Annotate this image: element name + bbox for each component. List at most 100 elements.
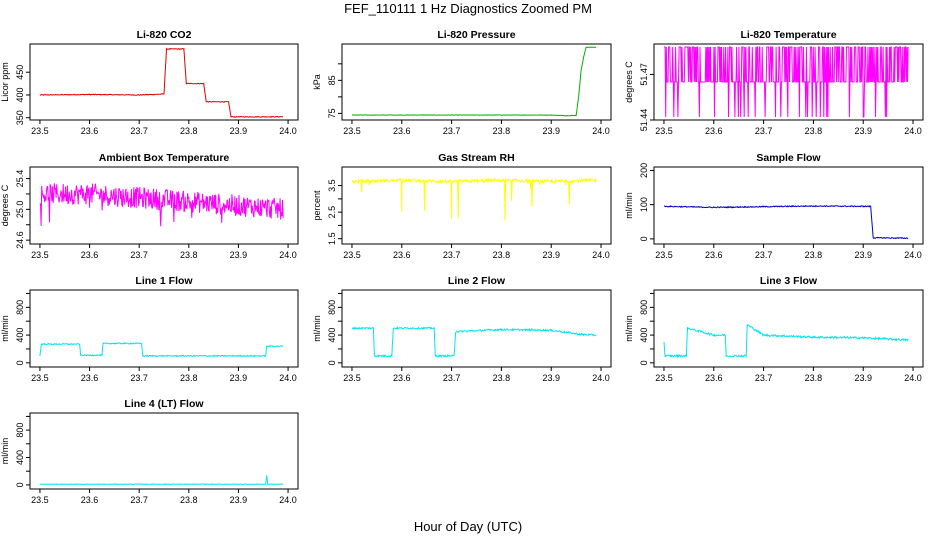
x-tick-label: 23.8 <box>805 373 823 383</box>
x-tick-label: 23.5 <box>31 126 49 136</box>
x-tick-label: 23.8 <box>493 250 511 260</box>
figure-title: FEF_110111 1 Hz Diagnostics Zoomed PM <box>344 1 592 16</box>
y-tick-label: 0 <box>639 236 649 241</box>
series-line <box>351 177 597 221</box>
series-line <box>664 204 909 240</box>
panel-1: Li-820 Pressure kPa 23.5 23.6 23.7 23.8 23.9 24… <box>312 29 612 136</box>
x-tick-label: 23.9 <box>854 126 872 136</box>
x-tick-label: 23.6 <box>81 126 99 136</box>
figure-xlabel: Hour of Day (UTC) <box>414 519 522 534</box>
y-tick-label: 2.5 <box>327 206 337 219</box>
y-tick-label: 450 <box>15 65 25 80</box>
plot-frame <box>653 166 924 245</box>
y-axis-label: ml/min <box>624 192 634 219</box>
series-line <box>39 183 284 227</box>
y-axis-label: degrees C <box>0 184 10 226</box>
x-tick-label: 23.5 <box>31 373 49 383</box>
panel-title: Gas Stream RH <box>438 152 514 164</box>
y-tick-label: 800 <box>15 423 25 438</box>
x-tick-label: 24.0 <box>592 126 610 136</box>
y-tick-label: 0 <box>639 360 649 365</box>
x-tick-label: 23.5 <box>343 373 361 383</box>
x-tick-label: 23.9 <box>230 373 248 383</box>
y-tick-label: 350 <box>15 110 25 125</box>
x-tick-label: 23.6 <box>393 250 411 260</box>
y-axis-label: ml/min <box>0 315 10 342</box>
panel-0: Li-820 CO2 Licor ppm 23.5 23.6 23.7 23.8 23.9 2… <box>0 29 299 136</box>
y-axis-label: kPa <box>312 74 322 90</box>
y-axis-label: Licor ppm <box>0 62 10 102</box>
panel-title: Sample Flow <box>756 152 821 164</box>
x-tick-label: 24.0 <box>279 250 297 260</box>
series-line <box>351 326 597 358</box>
y-tick-label: 3.5 <box>327 179 337 192</box>
y-tick-label: 24.6 <box>15 231 25 249</box>
series-line <box>664 46 909 118</box>
plot-frame <box>29 289 299 368</box>
x-tick-label: 23.5 <box>31 250 49 260</box>
y-axis-label: percent <box>312 190 322 221</box>
x-tick-label: 23.9 <box>542 126 560 136</box>
panel-8: Line 3 Flow ml/min 23.5 23.6 23.7 23.8 23.9 24.… <box>624 275 924 383</box>
y-tick-label: 100 <box>639 197 649 212</box>
x-tick-label: 24.0 <box>279 495 297 505</box>
x-tick-label: 23.5 <box>31 495 49 505</box>
x-tick-label: 23.9 <box>854 373 872 383</box>
y-tick-label: 400 <box>327 328 337 343</box>
x-tick-label: 23.8 <box>180 250 198 260</box>
x-tick-label: 23.6 <box>393 126 411 136</box>
x-tick-label: 24.0 <box>904 373 922 383</box>
plot-frame <box>341 289 612 368</box>
x-tick-label: 23.9 <box>230 126 248 136</box>
panel-grid: Li-820 CO2 Licor ppm 23.5 23.6 23.7 23.8 23.9 2… <box>0 29 924 505</box>
y-tick-label: 85 <box>327 75 337 85</box>
y-tick-label: 400 <box>15 450 25 465</box>
x-tick-label: 24.0 <box>904 126 922 136</box>
x-tick-label: 23.7 <box>443 126 461 136</box>
y-tick-label: 400 <box>15 87 25 102</box>
x-tick-label: 23.6 <box>705 250 723 260</box>
x-tick-label: 24.0 <box>279 126 297 136</box>
x-tick-label: 23.7 <box>130 495 148 505</box>
series-line <box>663 324 909 359</box>
panel-title: Line 1 Flow <box>135 275 193 287</box>
panel-5: Sample Flow ml/min 23.5 23.6 23.7 23.8 23.9 24.… <box>624 152 924 260</box>
y-tick-label: 0 <box>15 360 25 365</box>
panel-title: Line 3 Flow <box>760 275 818 287</box>
series-line <box>351 46 597 117</box>
y-axis-label: degrees C <box>624 61 634 103</box>
x-tick-label: 23.8 <box>493 373 511 383</box>
y-tick-label: 1.5 <box>327 232 337 245</box>
plot-frame <box>653 289 924 368</box>
panel-title: Li-820 Pressure <box>437 29 515 41</box>
x-tick-label: 23.9 <box>854 250 872 260</box>
x-tick-label: 23.8 <box>180 126 198 136</box>
x-tick-label: 23.8 <box>805 250 823 260</box>
x-tick-label: 24.0 <box>592 373 610 383</box>
x-tick-label: 23.9 <box>542 250 560 260</box>
plot-frame <box>341 166 612 245</box>
panel-6: Line 1 Flow ml/min 23.5 23.6 23.7 23.8 23.9 24.… <box>0 275 299 383</box>
x-tick-label: 23.7 <box>443 373 461 383</box>
panel-2: Li-820 Temperature degrees C 23.5 23.6 23.7 2… <box>624 29 924 136</box>
y-tick-label: 25.4 <box>15 170 25 188</box>
y-tick-label: 800 <box>15 300 25 315</box>
y-tick-label: 800 <box>327 300 337 315</box>
plot-frame <box>29 412 299 490</box>
plot-frame <box>29 43 299 121</box>
panel-7: Line 2 Flow ml/min 23.5 23.6 23.7 23.8 23.9 24.… <box>312 275 612 383</box>
y-tick-label: 75 <box>327 108 337 118</box>
series-line <box>39 47 284 118</box>
x-tick-label: 23.6 <box>81 250 99 260</box>
x-tick-label: 23.8 <box>180 373 198 383</box>
x-tick-label: 23.6 <box>705 126 723 136</box>
panel-9: Line 4 (LT) Flow ml/min 23.5 23.6 23.7 23.8 23… <box>0 398 299 505</box>
x-tick-label: 23.9 <box>230 495 248 505</box>
x-tick-label: 24.0 <box>279 373 297 383</box>
y-tick-label: 800 <box>639 300 649 315</box>
x-tick-label: 23.7 <box>443 250 461 260</box>
x-tick-label: 23.7 <box>130 373 148 383</box>
y-tick-label: 0 <box>15 482 25 487</box>
